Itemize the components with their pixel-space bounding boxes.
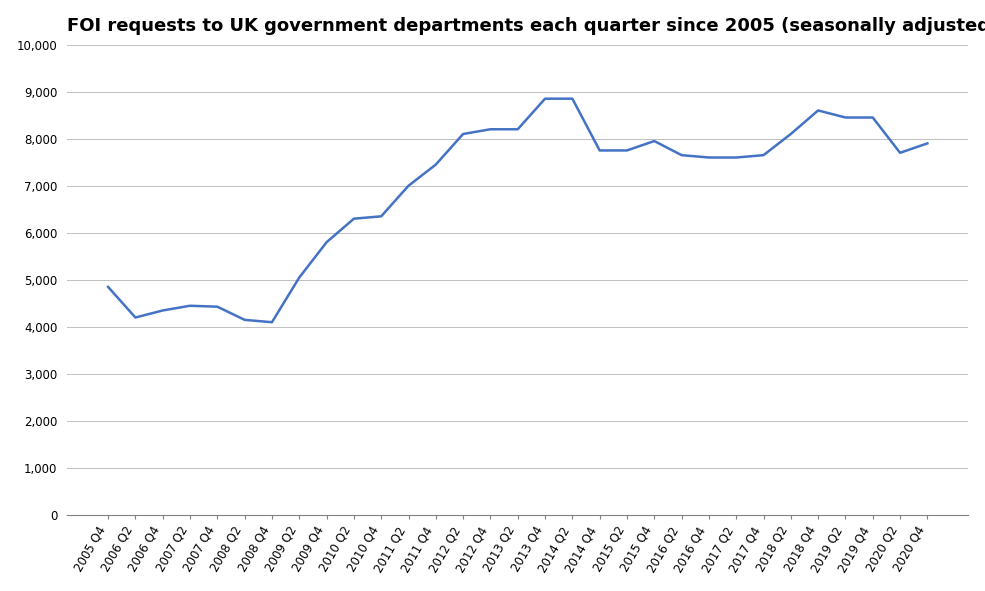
Text: FOI requests to UK government departments each quarter since 2005 (seasonally ad: FOI requests to UK government department…	[67, 17, 985, 35]
